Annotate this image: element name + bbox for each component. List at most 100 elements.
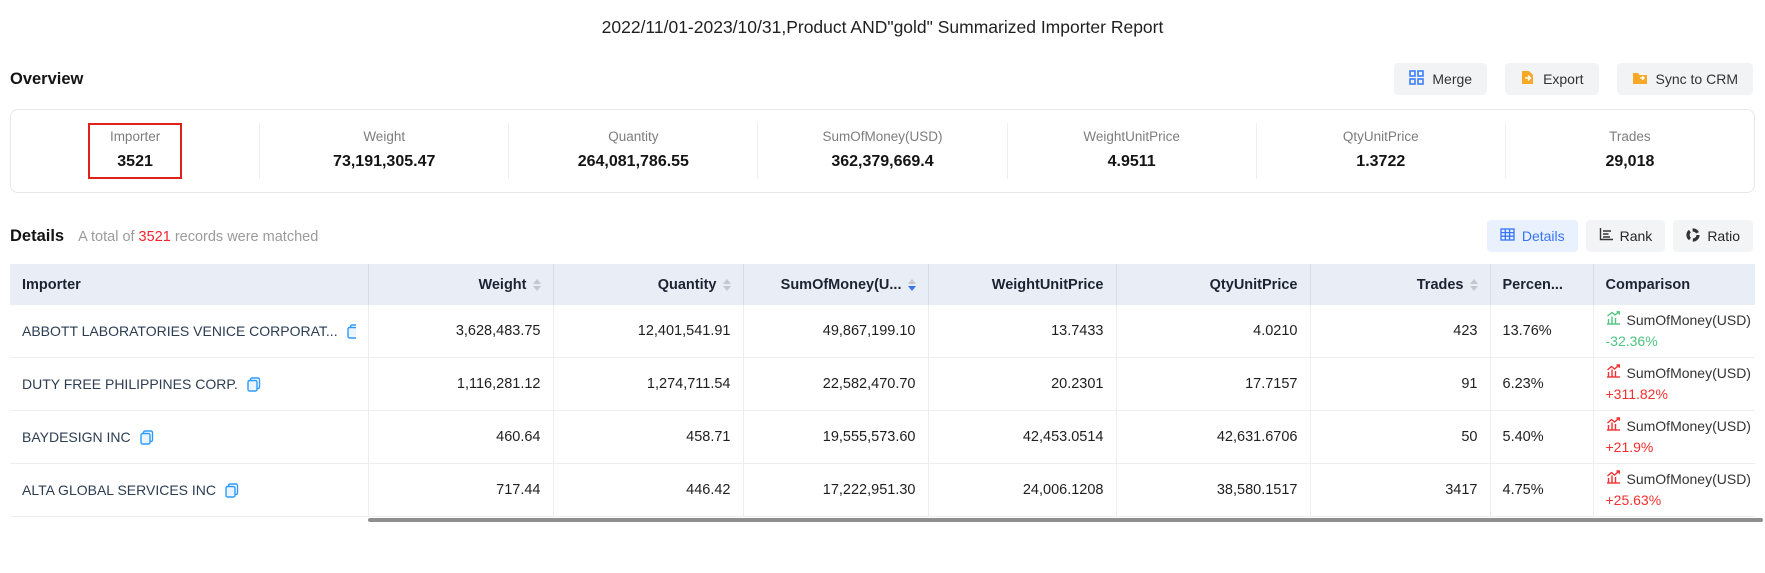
stat-weight: Weight 73,191,305.47 <box>259 123 508 179</box>
comparison-cell: SumOfMoney(USD) +21.9% <box>1593 410 1755 464</box>
stat-value: 1.3722 <box>1356 153 1406 170</box>
comparison-change: +311.82% <box>1605 386 1668 402</box>
col-header-weight-unit-price: WeightUnitPrice <box>928 264 1117 305</box>
stat-label: Quantity <box>608 129 659 144</box>
percentage-cell: 5.40% <box>1490 410 1594 464</box>
pie-chart-icon <box>1686 227 1700 245</box>
copy-icon[interactable] <box>225 482 239 498</box>
tab-rank[interactable]: Rank <box>1585 220 1666 252</box>
sync-to-crm-button-label: Sync to CRM <box>1655 71 1738 87</box>
table-row: BAYDESIGN INC 460.64 458.71 19,555,573.6… <box>10 410 1755 464</box>
col-header-trades[interactable]: Trades <box>1310 264 1491 305</box>
stat-label: Importer <box>109 129 161 144</box>
comparison-cell: SumOfMoney(USD) +311.82% <box>1593 357 1755 411</box>
quantity-cell: 1,274,711.54 <box>553 357 744 411</box>
importer-name-link[interactable]: DUTY FREE PHILIPPINES CORP. <box>22 376 356 392</box>
copy-icon[interactable] <box>247 376 261 392</box>
overview-stats-card: Importer 3521 Weight 73,191,305.47 Quant… <box>10 109 1755 193</box>
merge-icon <box>1409 70 1425 88</box>
trades-cell: 91 <box>1310 357 1491 411</box>
trades-cell: 423 <box>1310 305 1491 358</box>
merge-button[interactable]: Merge <box>1394 63 1488 95</box>
sort-control-active-desc[interactable] <box>907 278 916 291</box>
comparison-metric: SumOfMoney(USD) <box>1626 312 1751 328</box>
match-count: 3521 <box>138 228 171 245</box>
weight-unit-price-cell: 20.2301 <box>928 357 1117 411</box>
details-section-header: Details A total of 3521 records were match… <box>10 220 1753 252</box>
weight-cell: 1,116,281.12 <box>368 357 554 411</box>
stat-value: 362,379,669.4 <box>831 153 934 170</box>
comparison-change: -32.36% <box>1605 333 1658 349</box>
tab-details-label: Details <box>1521 228 1565 244</box>
sort-control[interactable] <box>532 278 541 291</box>
copy-icon[interactable] <box>139 429 154 445</box>
horizontal-scrollbar[interactable] <box>368 518 1763 522</box>
tab-details[interactable]: Details <box>1486 220 1578 252</box>
trend-chart-down-icon <box>1606 310 1621 331</box>
sum-of-money-cell: 49,867,199.10 <box>743 305 929 358</box>
comparison-metric: SumOfMoney(USD) <box>1626 365 1751 381</box>
stat-weight-unit-price: WeightUnitPrice 4.9511 <box>1006 123 1256 179</box>
export-button[interactable]: Export <box>1505 63 1599 95</box>
table-header-row: Importer Weight Quantity SumOfMoney(U...… <box>10 264 1755 305</box>
sum-of-money-cell: 19,555,573.60 <box>743 410 929 464</box>
col-header-comparison: Comparison <box>1593 264 1755 305</box>
sort-control[interactable] <box>1469 278 1478 291</box>
sum-of-money-cell: 22,582,470.70 <box>743 357 929 411</box>
percentage-cell: 4.75% <box>1490 463 1594 517</box>
export-button-label: Export <box>1543 71 1584 87</box>
stat-label: Trades <box>1609 129 1651 144</box>
table-row: ALTA GLOBAL SERVICES INC 717.44 446.42 1… <box>10 463 1755 517</box>
weight-unit-price-cell: 42,453.0514 <box>928 410 1117 464</box>
match-summary: A total of 3521 records were matched <box>78 228 319 245</box>
stat-value: 264,081,786.55 <box>577 153 689 170</box>
weight-cell: 3,628,483.75 <box>368 305 554 358</box>
stat-value: 4.9511 <box>1107 153 1156 170</box>
table-icon <box>1500 228 1515 244</box>
copy-icon[interactable] <box>346 323 356 339</box>
percentage-cell: 6.23% <box>1490 357 1594 411</box>
weight-unit-price-cell: 24,006.1208 <box>928 463 1117 517</box>
quantity-cell: 458.71 <box>553 410 744 464</box>
sum-of-money-cell: 17,222,951.30 <box>743 463 929 517</box>
importer-name-link[interactable]: ALTA GLOBAL SERVICES INC <box>22 482 356 498</box>
col-header-weight[interactable]: Weight <box>368 264 554 305</box>
view-switch: Details Rank Ratio <box>1486 220 1753 252</box>
trend-chart-up-icon <box>1606 416 1621 437</box>
table-row: ABBOTT LABORATORIES VENICE CORPORAT... 3… <box>10 305 1755 358</box>
weight-unit-price-cell: 13.7433 <box>928 305 1117 358</box>
details-heading: Details <box>10 226 65 245</box>
stat-importer: Importer 3521 <box>11 123 259 179</box>
importer-name-link[interactable]: ABBOTT LABORATORIES VENICE CORPORAT... <box>22 323 356 339</box>
trend-chart-up-icon <box>1606 363 1621 384</box>
stat-label: WeightUnitPrice <box>1083 129 1180 144</box>
stat-sum-of-money: SumOfMoney(USD) 362,379,669.4 <box>757 123 1006 179</box>
col-header-qty-unit-price: QtyUnitPrice <box>1116 264 1311 305</box>
comparison-cell: SumOfMoney(USD) -32.36% <box>1593 305 1755 358</box>
col-header-sum-of-money[interactable]: SumOfMoney(U... <box>743 264 929 305</box>
overview-heading: Overview <box>10 69 84 88</box>
stat-value: 73,191,305.47 <box>333 153 436 170</box>
qty-unit-price-cell: 4.0210 <box>1116 305 1311 358</box>
stat-label: QtyUnitPrice <box>1342 129 1419 144</box>
importer-details-table: Importer Weight Quantity SumOfMoney(U...… <box>10 264 1755 517</box>
sync-folder-icon <box>1632 71 1648 88</box>
stat-value: 29,018 <box>1605 153 1655 170</box>
col-header-percentage: Percen... <box>1490 264 1594 305</box>
comparison-change: +21.9% <box>1605 439 1654 455</box>
tab-ratio[interactable]: Ratio <box>1673 220 1753 252</box>
trades-cell: 3417 <box>1310 463 1491 517</box>
sort-control[interactable] <box>722 278 731 291</box>
stat-value: 3521 <box>117 153 153 170</box>
comparison-change: +25.63% <box>1605 492 1662 508</box>
comparison-metric: SumOfMoney(USD) <box>1626 418 1751 434</box>
sync-to-crm-button[interactable]: Sync to CRM <box>1616 63 1753 95</box>
page-title: 2022/11/01-2023/10/31,Product AND"gold" … <box>601 17 1164 37</box>
weight-cell: 717.44 <box>368 463 554 517</box>
stat-quantity: Quantity 264,081,786.55 <box>508 123 757 179</box>
col-header-quantity[interactable]: Quantity <box>553 264 744 305</box>
importer-name-link[interactable]: BAYDESIGN INC <box>22 429 356 445</box>
tab-rank-label: Rank <box>1619 228 1653 244</box>
export-file-icon <box>1520 70 1535 88</box>
